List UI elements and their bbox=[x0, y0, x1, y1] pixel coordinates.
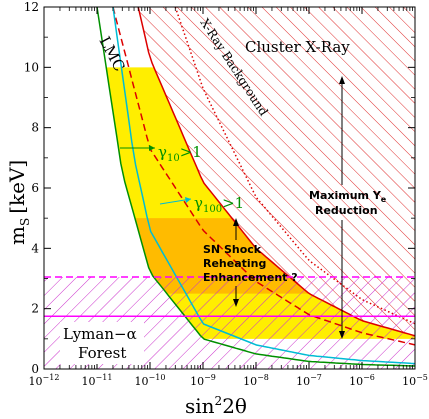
sn-arrowhead-up bbox=[233, 218, 239, 226]
forest-label: Forest bbox=[78, 344, 126, 362]
gamma100-arrowhead bbox=[185, 197, 191, 203]
x-tick-label: 10−11 bbox=[82, 373, 113, 388]
y-axis-label: mS[keV] bbox=[5, 160, 32, 245]
x-tick-label: 10−6 bbox=[349, 373, 375, 388]
sn-shock-label: SN Shock bbox=[203, 243, 262, 256]
curve-2 bbox=[112, 7, 415, 346]
max-ye-arrowhead-up bbox=[339, 76, 345, 84]
gamma10-arrowhead bbox=[149, 145, 155, 151]
x-tick-label: 10−7 bbox=[296, 373, 322, 388]
x-axis-label: sin22θ bbox=[185, 394, 247, 418]
cluster-xray-label: Cluster X-Ray bbox=[245, 38, 350, 56]
max-ye-arrowhead-down bbox=[339, 331, 345, 339]
y-tick-label: 6 bbox=[31, 181, 39, 195]
curve-4 bbox=[112, 7, 415, 365]
curve-0 bbox=[137, 7, 415, 337]
x-tick-label: 10−9 bbox=[190, 373, 216, 388]
enhancement-label: Enhancement ? bbox=[203, 271, 298, 284]
y-tick-label: 10 bbox=[24, 60, 39, 74]
reduction-label: Reduction bbox=[315, 204, 378, 217]
y-tick-label: 4 bbox=[31, 241, 39, 255]
lyman-label-bg bbox=[60, 322, 144, 364]
gamma10-label: γ10>1 bbox=[158, 143, 202, 164]
curves bbox=[44, 7, 415, 367]
axis-ticks: 10−12 10−11 10−10 10−9 10−8 10−7 10−6 10−5 0 2 4 6 8… bbox=[24, 0, 428, 388]
gamma100-label: γ100>1 bbox=[194, 194, 244, 215]
reheating-label: Reheating bbox=[203, 257, 266, 270]
lmc-label: LMC bbox=[95, 33, 128, 74]
cluster-xray-hatch bbox=[138, 7, 415, 336]
y-tick-label: 0 bbox=[31, 362, 39, 376]
x-tick-label: 10−12 bbox=[29, 373, 60, 388]
x-tick-label: 10−10 bbox=[135, 373, 166, 388]
y-tick-label: 12 bbox=[24, 0, 39, 14]
max-ye-label: Maximum Ye bbox=[309, 189, 387, 204]
x-tick-label: 10−5 bbox=[402, 373, 428, 388]
y-tick-label: 2 bbox=[31, 302, 39, 316]
lyman-alpha-label: Lyman−α bbox=[63, 325, 137, 343]
orange-band bbox=[134, 218, 310, 294]
y-tick-label: 8 bbox=[31, 121, 39, 135]
region-fills bbox=[44, 7, 415, 369]
x-tick-label: 10−8 bbox=[243, 373, 269, 388]
sn-arrowhead-down bbox=[233, 299, 239, 307]
